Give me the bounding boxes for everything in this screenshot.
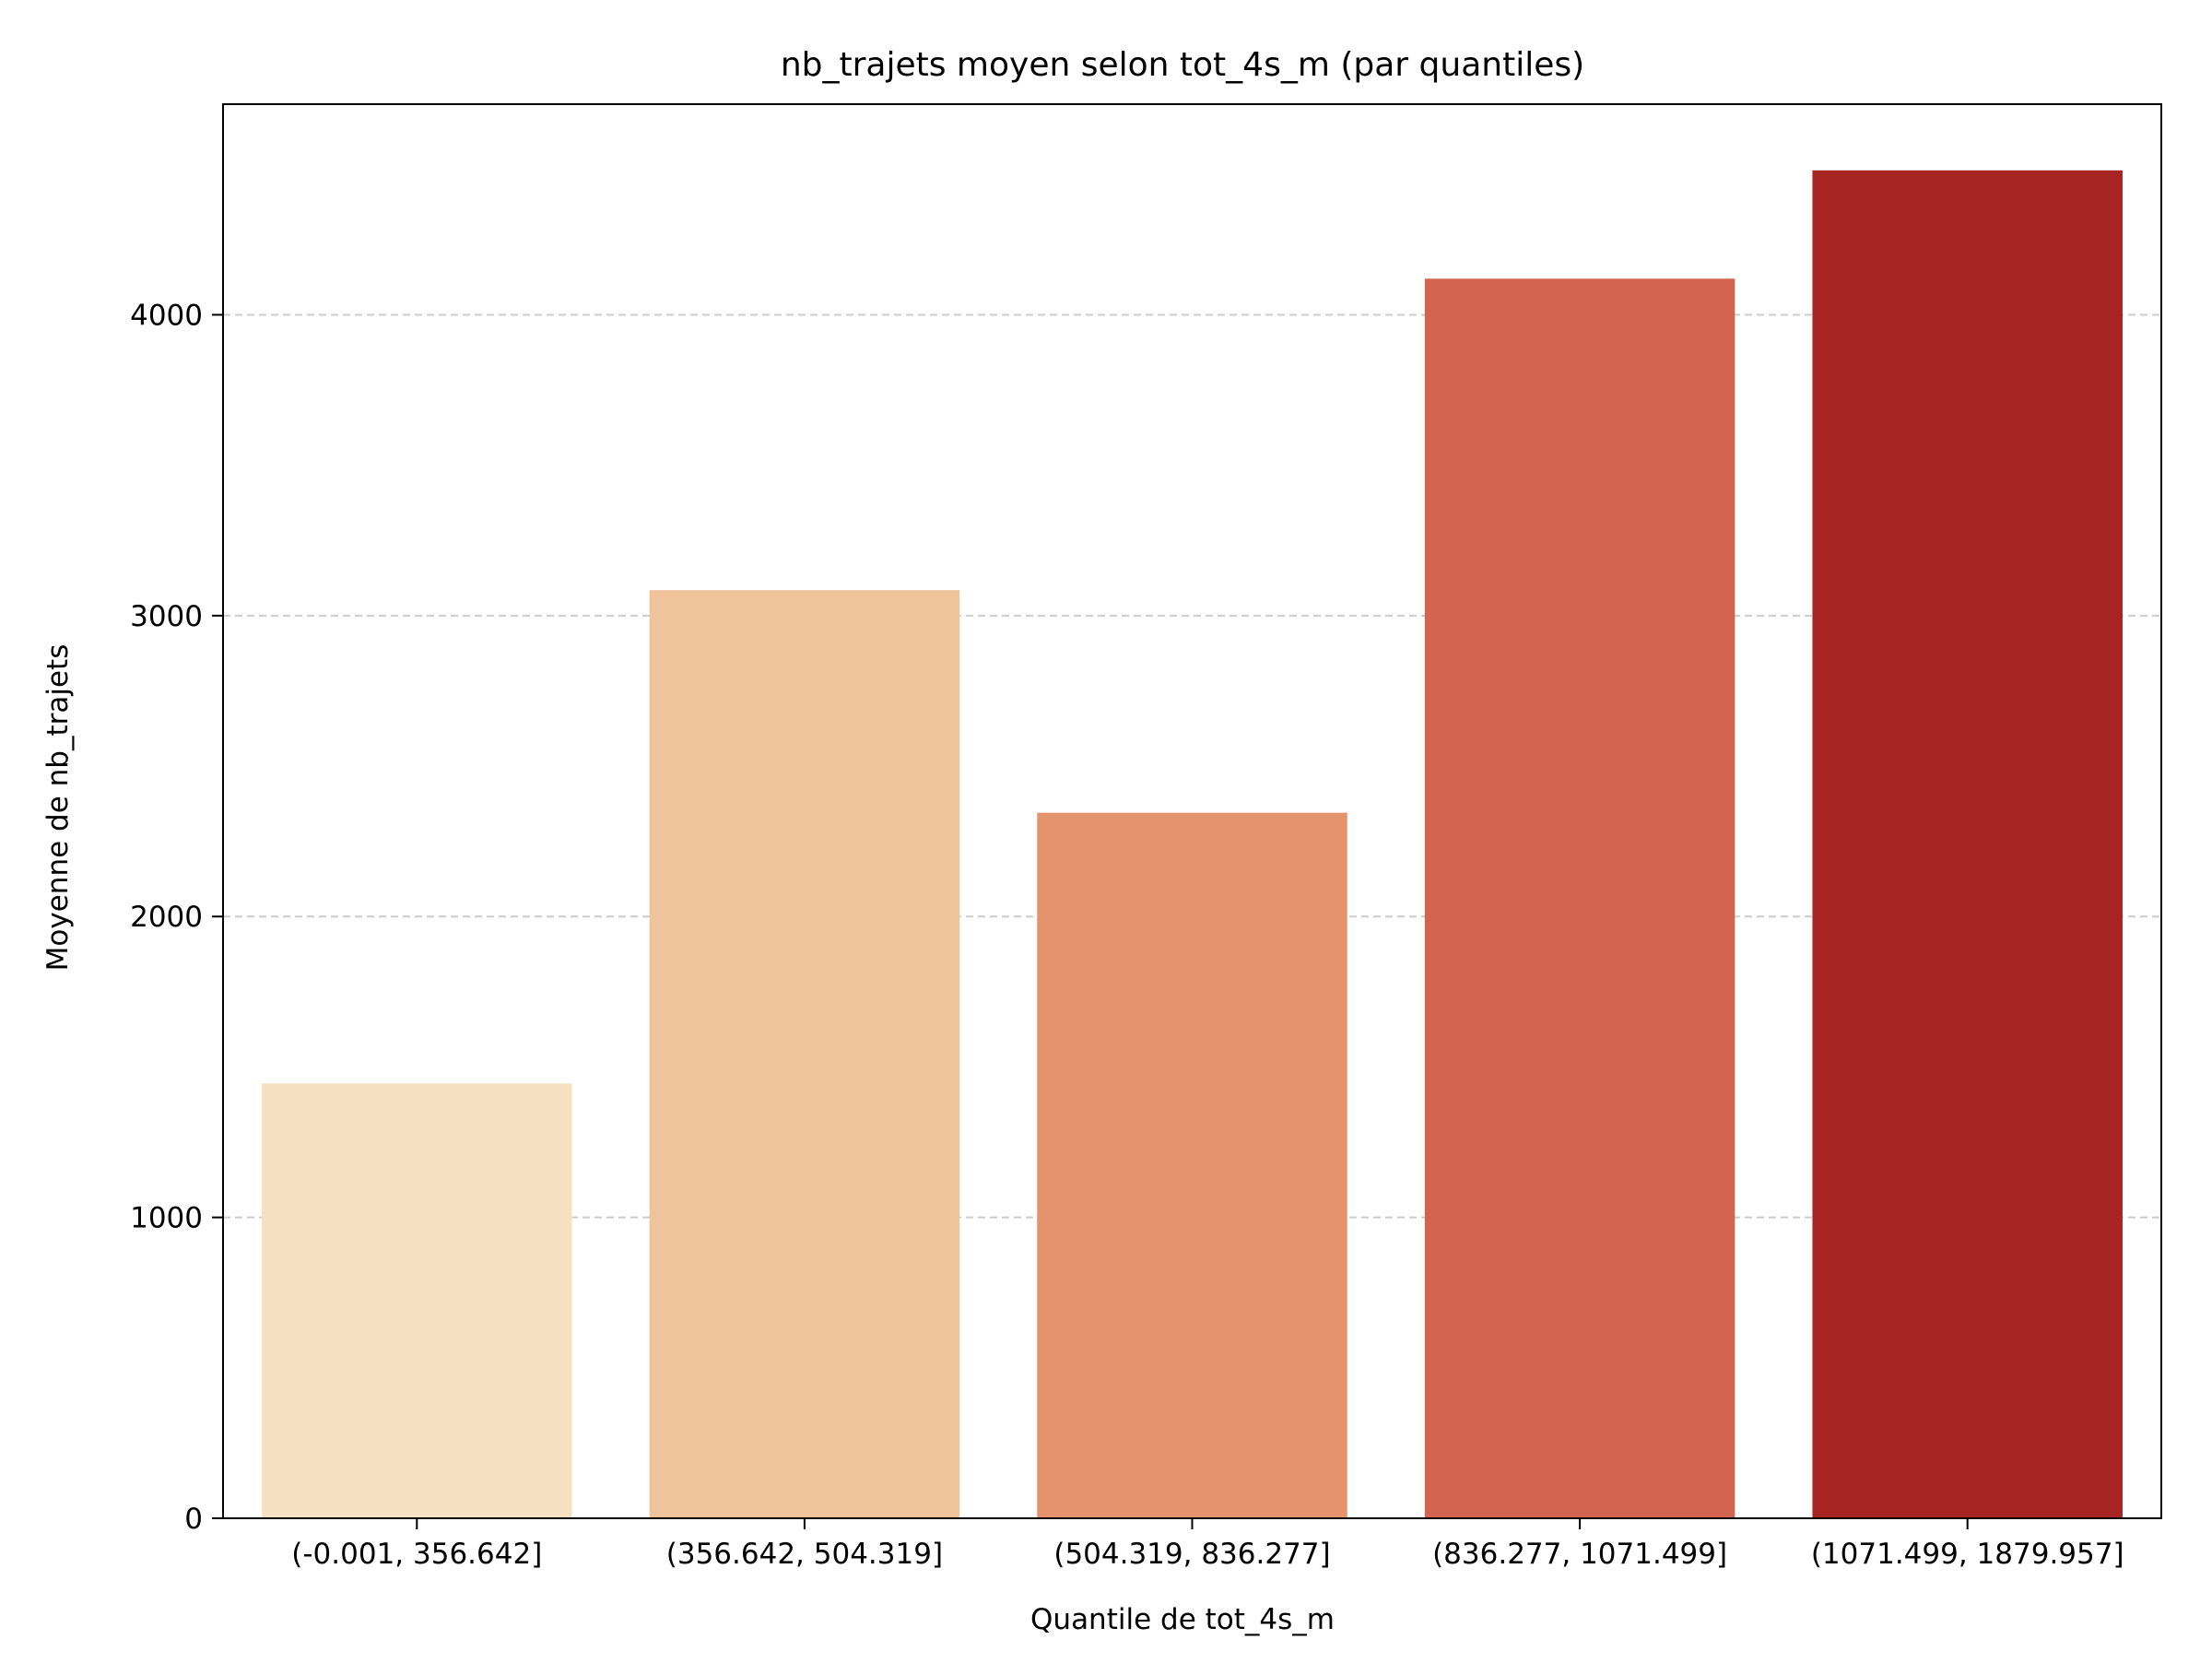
y-tick-label: 0 (184, 1503, 203, 1536)
y-tick-label: 1000 (130, 1202, 203, 1235)
y-axis: 0 1000 2000 3000 4000 (130, 299, 223, 1536)
bar (649, 590, 960, 1518)
bar (1812, 170, 2123, 1519)
y-axis-label: Moyenne de nb_trajets (41, 644, 75, 972)
y-tick-label: 3000 (130, 600, 203, 633)
x-tick-label: (1071.499, 1879.957] (1811, 1538, 2124, 1571)
y-tick-label: 4000 (130, 299, 203, 332)
x-tick-label: (836.277, 1071.499] (1432, 1538, 1727, 1571)
x-axis-label: Quantile de tot_4s_m (1030, 1603, 1335, 1636)
chart-title: nb_trajets moyen selon tot_4s_m (par qua… (781, 46, 1584, 84)
x-axis: (-0.001, 356.642] (356.642, 504.319] (504.… (291, 1518, 2124, 1571)
bar (1037, 812, 1347, 1518)
x-tick-label: (504.319, 836.277] (1053, 1538, 1330, 1571)
y-tick-label: 2000 (130, 901, 203, 934)
bar (1424, 278, 1735, 1518)
bar (262, 1083, 572, 1518)
x-tick-label: (356.642, 504.319] (666, 1538, 943, 1571)
x-tick-label: (-0.001, 356.642] (291, 1538, 542, 1571)
bars (262, 170, 2123, 1519)
